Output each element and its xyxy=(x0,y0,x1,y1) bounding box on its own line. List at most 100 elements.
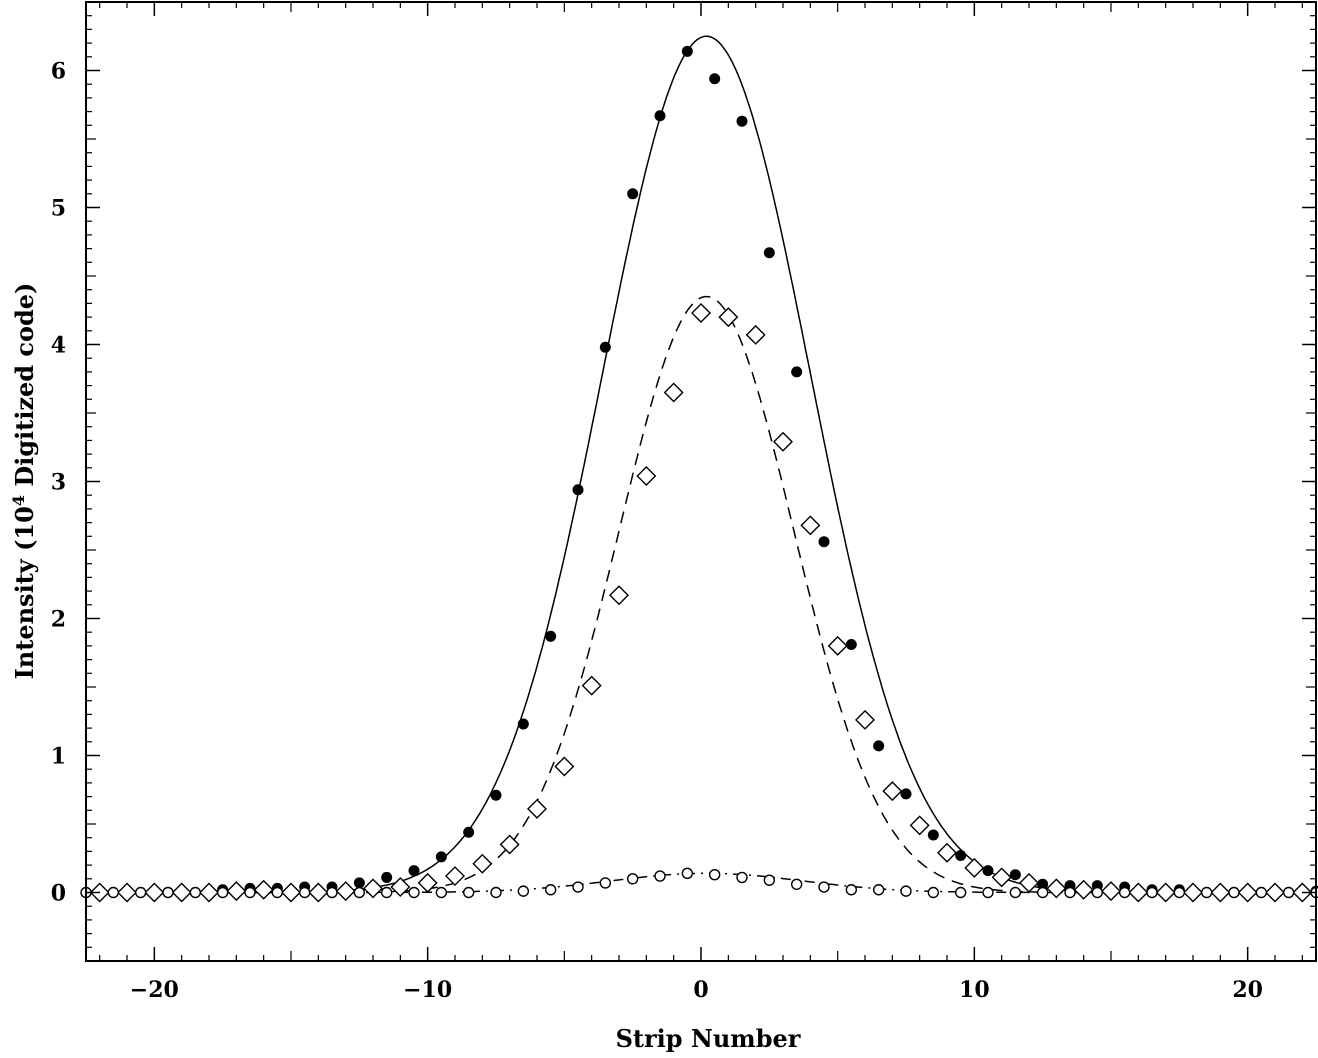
filled-circle-point xyxy=(1009,869,1021,881)
open-diamond-point xyxy=(554,756,575,777)
y-tick-label: 4 xyxy=(51,333,66,359)
y-tick-label: 0 xyxy=(51,881,66,907)
filled-circle-point xyxy=(353,877,365,889)
open-circle-point xyxy=(1200,886,1213,899)
open-diamond-point xyxy=(1073,879,1094,900)
filled-circle-point xyxy=(791,366,803,378)
open-diamond-point xyxy=(855,709,875,730)
open-diamond-point xyxy=(937,842,957,863)
filled-circle-point xyxy=(982,865,994,877)
filled-circle-point xyxy=(463,826,475,838)
open-diamond-point xyxy=(1210,882,1231,903)
fit-curve-solid xyxy=(86,35,1316,894)
open-circle-point xyxy=(162,886,174,899)
open-diamond-point xyxy=(171,882,192,903)
open-circle-point xyxy=(326,886,338,899)
open-circle-point xyxy=(708,868,721,881)
filled-circle-point xyxy=(545,630,557,642)
open-circle-point xyxy=(490,886,502,899)
y-tick-label: 2 xyxy=(51,607,66,633)
open-diamond-point xyxy=(745,324,766,345)
filled-circle-point xyxy=(599,341,611,353)
filled-circle-point xyxy=(435,851,447,863)
open-circle-point xyxy=(134,886,147,899)
open-diamond-point xyxy=(117,882,137,903)
open-diamond-point xyxy=(199,882,219,903)
open-circle-point xyxy=(599,877,612,889)
open-circle-point xyxy=(107,886,120,899)
open-circle-point xyxy=(244,886,256,899)
y-tick-label: 5 xyxy=(51,196,66,222)
filled-circle-point xyxy=(709,73,721,85)
open-circle-point xyxy=(435,886,448,899)
y-tick-label: 1 xyxy=(51,744,66,770)
open-diamond-point xyxy=(636,466,657,487)
filled-circle-point xyxy=(654,110,666,122)
open-diamond-point xyxy=(390,877,411,898)
open-circle-point xyxy=(982,886,994,899)
filled-circle-point xyxy=(873,740,885,752)
open-diamond-point xyxy=(144,882,165,903)
open-circle-point xyxy=(380,886,393,899)
open-circle-point xyxy=(1173,886,1186,899)
open-circle-point xyxy=(927,886,940,899)
open-circle-point xyxy=(572,881,584,893)
open-circle-point xyxy=(544,884,557,896)
open-diamond-point xyxy=(499,834,520,855)
open-circle-point xyxy=(1036,886,1049,899)
open-diamond-point xyxy=(663,382,684,403)
open-diamond-point xyxy=(1237,882,1258,903)
fit-curve-dashed xyxy=(86,295,1316,894)
open-circle-point xyxy=(298,886,311,899)
open-diamond-point xyxy=(1155,882,1176,903)
open-diamond-point xyxy=(581,675,602,696)
open-circle-point xyxy=(1146,886,1158,899)
open-diamond-point xyxy=(472,853,493,874)
x-tick-label: −10 xyxy=(403,977,452,1003)
filled-circle-point xyxy=(927,829,939,841)
open-circle-point xyxy=(1228,886,1240,899)
open-diamond-point xyxy=(1128,882,1149,903)
filled-circle-point xyxy=(572,484,584,496)
open-diamond-point xyxy=(1183,882,1203,903)
tick-labels: −20 −10 0 10 20 0 1 2 3 4 5 6 xyxy=(51,59,1263,1004)
open-circle-point xyxy=(900,885,912,897)
open-circle-point xyxy=(1009,886,1022,899)
open-circle-point xyxy=(1091,886,1104,899)
open-diamond-point xyxy=(417,872,438,893)
open-circle-point xyxy=(1282,886,1295,899)
open-circle-point xyxy=(763,874,776,886)
y-tick-label: 3 xyxy=(51,470,66,496)
filled-circle-point xyxy=(763,247,775,259)
filled-circle-point xyxy=(736,115,748,127)
filled-circle-point xyxy=(517,718,529,730)
open-circle-point xyxy=(818,881,830,893)
open-circle-point xyxy=(353,886,366,899)
filled-circle-point xyxy=(408,865,420,877)
open-circle-point xyxy=(681,867,694,880)
y-axis-title-prefix: Intensity (10 xyxy=(10,506,39,679)
y-axis-title-suffix: Digitized code) xyxy=(10,283,39,495)
filled-circle-point xyxy=(1037,878,1049,890)
open-circle-point xyxy=(736,871,748,884)
open-diamond-point xyxy=(882,781,903,802)
open-diamond-point xyxy=(609,585,629,606)
filled-circle-point xyxy=(381,871,393,883)
open-circle-point xyxy=(954,886,967,899)
open-diamond-point xyxy=(308,882,329,903)
x-axis-title: Strip Number xyxy=(616,1024,801,1053)
open-circle-point xyxy=(408,886,420,899)
filled-circle-point xyxy=(955,850,967,862)
open-diamond-point xyxy=(335,881,356,902)
open-diamond-point xyxy=(1101,881,1121,902)
data-points xyxy=(80,45,1318,903)
y-tick-label: 6 xyxy=(51,59,66,85)
plot-frame xyxy=(85,1,1317,962)
open-diamond-point xyxy=(1265,882,1285,903)
open-circle-point xyxy=(654,870,666,882)
open-diamond-point xyxy=(800,515,821,536)
open-diamond-point xyxy=(363,878,383,899)
open-circle-point xyxy=(517,885,530,897)
filled-circle-point xyxy=(490,789,502,801)
